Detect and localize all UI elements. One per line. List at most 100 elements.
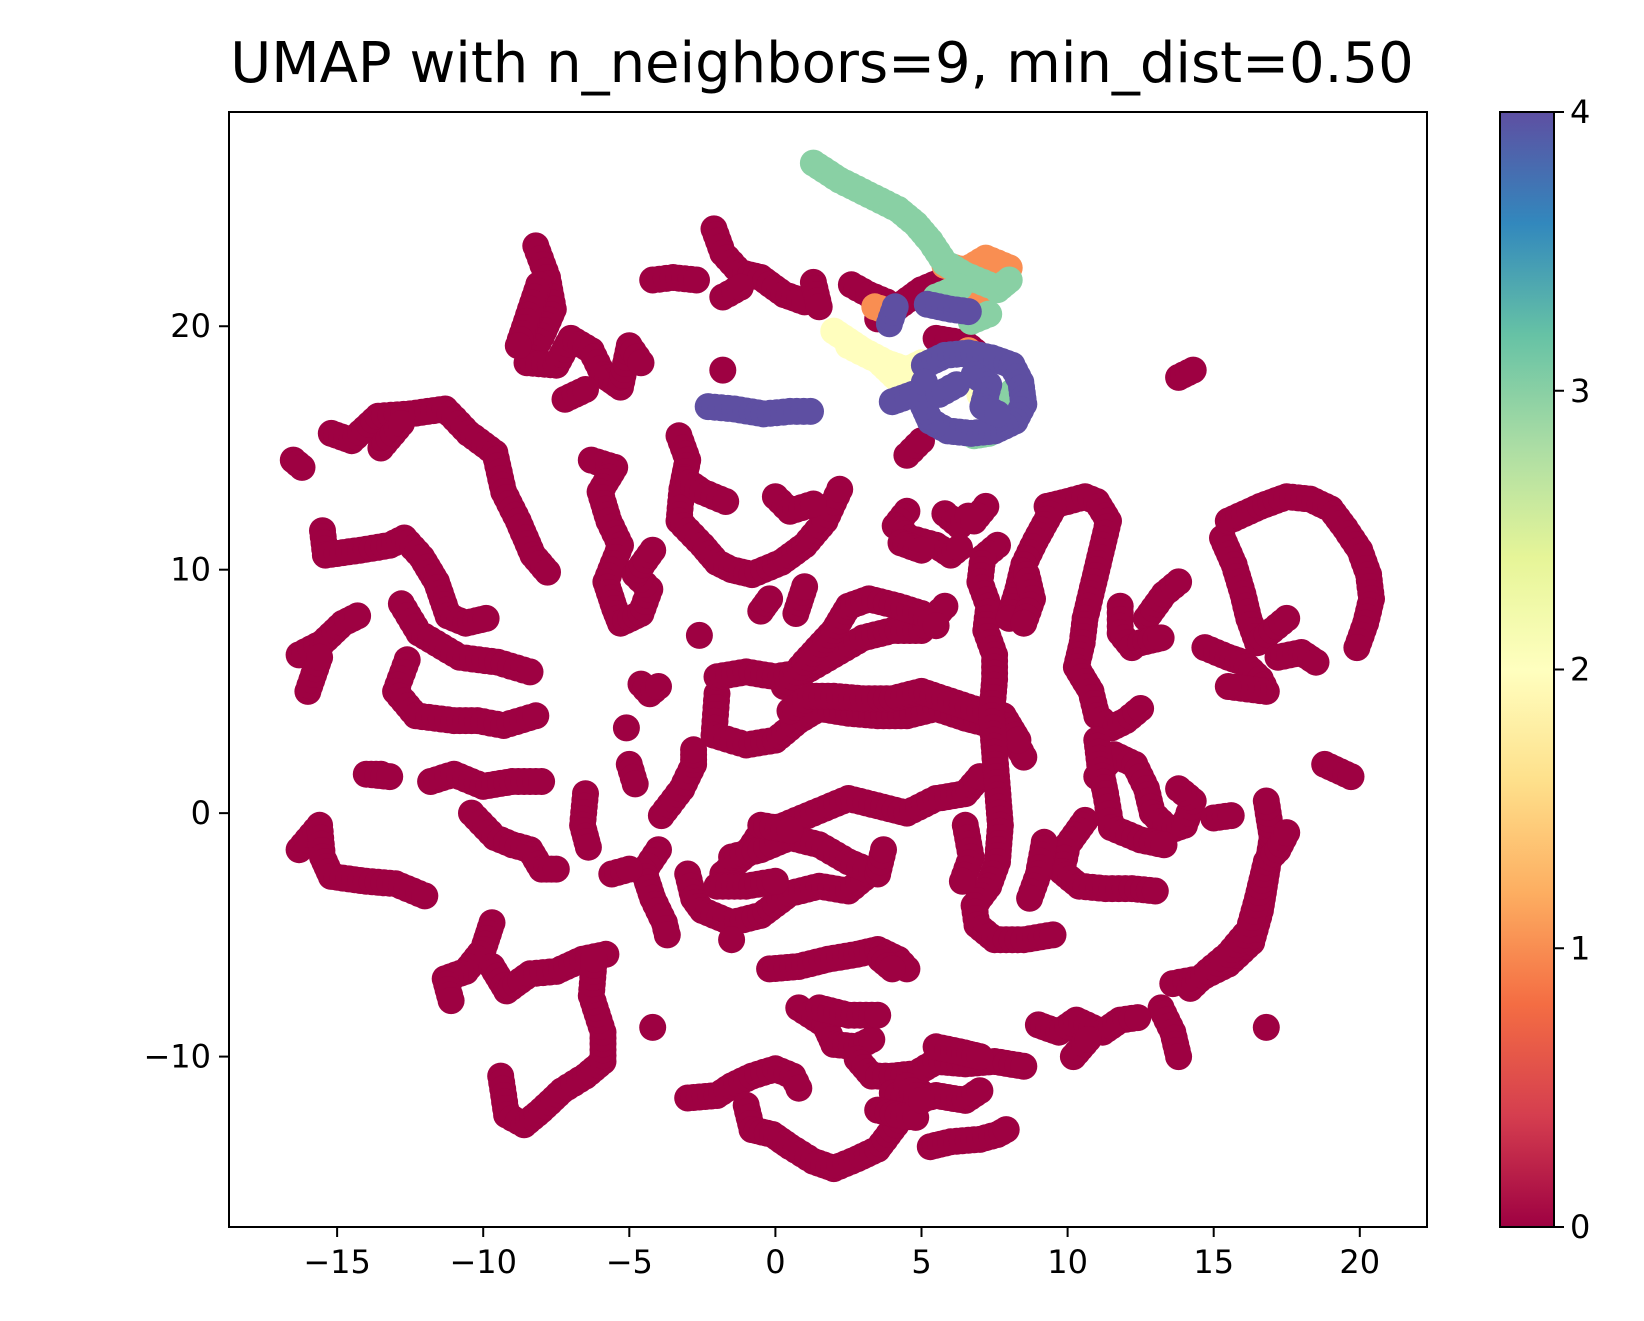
scatter-point — [580, 945, 608, 973]
x-tick-label: 15 — [1193, 1243, 1234, 1281]
scatter-point — [858, 1026, 886, 1053]
scatter-point — [306, 643, 334, 671]
scatter-point — [1124, 1004, 1152, 1032]
scatter-point — [960, 507, 988, 535]
scatter-point — [683, 266, 710, 294]
y-tick-label: −10 — [143, 1038, 211, 1076]
colorbar-tick-label: 2 — [1570, 651, 1590, 689]
scatter-point — [639, 536, 667, 564]
scatter-point — [943, 371, 971, 399]
series-4 — [694, 290, 1038, 447]
scatter-point — [1273, 604, 1301, 632]
scatter-point — [376, 763, 404, 791]
scatter-point — [709, 356, 737, 384]
scatter-point — [627, 349, 655, 377]
scatter-point — [1004, 726, 1032, 754]
scatter-point — [878, 955, 906, 983]
y-tick-label: 10 — [170, 551, 211, 589]
scatter-point — [946, 273, 973, 301]
scatter-point — [1010, 1052, 1038, 1080]
scatter-point — [387, 410, 415, 438]
scatter-point — [864, 1001, 892, 1029]
scatter-point — [1010, 609, 1038, 637]
scatter-point — [1179, 356, 1207, 384]
scatter-point — [1165, 775, 1193, 803]
scatter-point — [975, 300, 1003, 328]
scatter-point — [516, 658, 544, 686]
chart-title: UMAP with n_neighbors=9, min_dist=0.50 — [230, 31, 1413, 96]
scatter-point — [645, 673, 672, 700]
scatter-point — [1147, 624, 1175, 652]
scatter-point — [411, 882, 439, 910]
scatter-point — [522, 702, 550, 730]
scatter-point — [966, 1077, 994, 1105]
y-tick-label: 0 — [191, 794, 211, 832]
scatter-point — [680, 736, 708, 764]
scatter-point — [1217, 802, 1245, 830]
scatter-point — [984, 400, 1011, 428]
x-tick-label: 0 — [765, 1243, 785, 1281]
plot-area — [228, 111, 1428, 1228]
y-axis: −10 0 10 20 — [143, 307, 229, 1076]
scatter-point — [799, 490, 827, 518]
scatter-point — [542, 855, 570, 883]
scatter-point — [797, 397, 824, 425]
scatter-point — [726, 273, 754, 301]
scatter-point — [791, 573, 819, 601]
scatter-point — [1273, 819, 1301, 847]
scatter-point — [1343, 634, 1371, 662]
x-axis: −15 −10 −5 0 5 10 15 20 — [303, 1227, 1380, 1281]
scatter-point — [574, 833, 602, 861]
scatter-point — [870, 836, 897, 864]
scatter-point — [1016, 884, 1044, 912]
scatter-point — [756, 585, 784, 613]
scatter-point — [437, 987, 465, 1015]
scatter-point — [1039, 921, 1067, 949]
scatter-point — [1252, 1013, 1280, 1041]
scatter-point — [908, 536, 935, 564]
scatter-point — [785, 1074, 813, 1102]
scatter-point — [1165, 568, 1193, 596]
scatter-point — [639, 1013, 667, 1041]
scatter-point — [1302, 648, 1330, 676]
x-tick-label: 20 — [1339, 1243, 1380, 1281]
scatter-point — [946, 534, 973, 562]
scatter-point — [534, 558, 561, 586]
scatter-point — [615, 855, 643, 883]
series-0 — [279, 215, 1385, 1183]
scatter-point — [712, 488, 740, 515]
x-tick-label: 10 — [1047, 1243, 1088, 1281]
scatter-point — [908, 1086, 935, 1114]
scatter-point — [761, 867, 789, 895]
scatter-point — [504, 332, 532, 360]
scatter-point — [1074, 1026, 1102, 1053]
colorbar-gradient — [1499, 111, 1555, 1228]
scatter-point — [826, 475, 854, 503]
scatter-point — [966, 1043, 994, 1071]
scatter-point — [685, 621, 713, 649]
x-tick-label: −15 — [303, 1243, 371, 1281]
scatter-point — [995, 266, 1023, 294]
y-tick-label: 20 — [170, 307, 211, 345]
scatter-point — [805, 293, 833, 321]
scatter-point — [472, 604, 500, 632]
scatter-point — [992, 1116, 1020, 1144]
scatter-point — [344, 602, 372, 630]
scatter-point — [922, 612, 950, 640]
x-tick-label: 5 — [911, 1243, 931, 1281]
scatter-point — [948, 867, 976, 895]
colorbar-tick-label: 0 — [1570, 1208, 1590, 1246]
scatter-point — [1150, 831, 1178, 859]
colorbar: 0 1 2 3 4 — [1499, 93, 1590, 1246]
x-tick-label: −5 — [606, 1243, 653, 1281]
scatter-point — [1141, 877, 1169, 905]
scatter-point — [528, 768, 556, 795]
scatter-point — [1127, 695, 1155, 722]
scatter-point — [621, 770, 649, 798]
scatter-point — [1252, 787, 1280, 815]
scatter-point — [1214, 673, 1242, 700]
x-tick-label: −10 — [449, 1243, 517, 1281]
scatter-point — [1337, 763, 1365, 791]
scatter-point — [572, 376, 599, 403]
colorbar-tick-label: 4 — [1570, 93, 1590, 131]
